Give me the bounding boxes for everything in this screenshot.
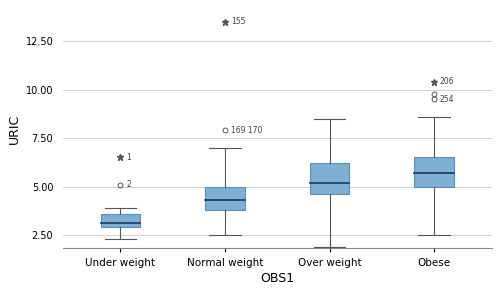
Bar (414, 157, 454, 187)
Text: 206: 206 (440, 77, 454, 86)
X-axis label: OBS1: OBS1 (260, 272, 294, 285)
Text: 169 170: 169 170 (231, 126, 262, 135)
Text: 1: 1 (126, 153, 131, 162)
Bar (100, 214, 140, 227)
Bar (310, 163, 350, 194)
Text: 254: 254 (440, 95, 454, 104)
Bar (205, 187, 245, 210)
Y-axis label: URIC: URIC (8, 113, 22, 144)
Text: 2: 2 (126, 180, 131, 189)
Text: 155: 155 (231, 17, 246, 26)
